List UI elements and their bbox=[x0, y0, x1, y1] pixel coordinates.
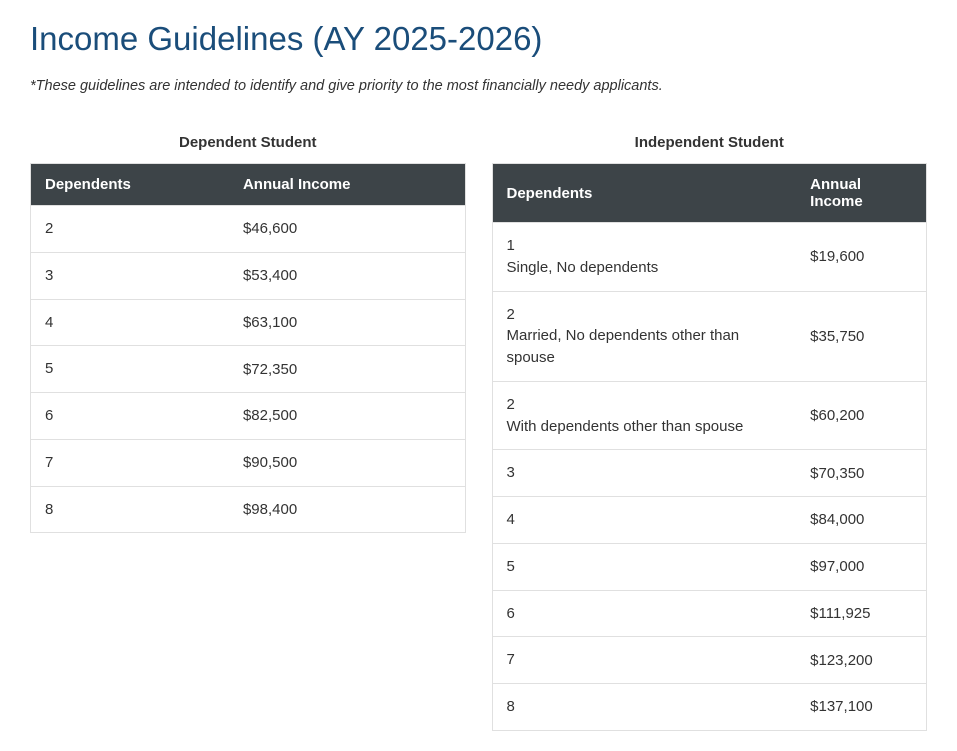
dependents-number: 8 bbox=[507, 696, 783, 718]
table-row: 1Single, No dependents$19,600 bbox=[492, 223, 927, 292]
table-row: 4 $84,000 bbox=[492, 497, 927, 544]
dependents-number: 1 bbox=[507, 235, 783, 257]
table-row: 6 $111,925 bbox=[492, 590, 927, 637]
dependents-cell: 6 bbox=[31, 393, 229, 440]
income-cell: $98,400 bbox=[229, 486, 465, 533]
dependents-cell: 6 bbox=[492, 590, 796, 637]
dependents-number: 4 bbox=[45, 312, 215, 334]
dependents-cell: 7 bbox=[492, 637, 796, 684]
dependents-cell: 5 bbox=[492, 543, 796, 590]
dependent-table: Dependents Annual Income 2 $46,600 3 $53,40… bbox=[30, 163, 466, 533]
dependents-number: 3 bbox=[507, 462, 783, 484]
dependents-number: 4 bbox=[507, 509, 783, 531]
independent-table: Dependents Annual Income 1Single, No dep… bbox=[492, 163, 928, 731]
independent-col-income: Annual Income bbox=[796, 164, 926, 223]
dependent-col-income: Annual Income bbox=[229, 164, 465, 206]
dependents-number: 2 bbox=[507, 304, 783, 326]
dependents-number: 2 bbox=[45, 218, 215, 240]
independent-table-block: Independent Student Dependents Annual In… bbox=[492, 134, 928, 731]
table-row: 2Married, No dependents other than spous… bbox=[492, 291, 927, 381]
income-cell: $84,000 bbox=[796, 497, 926, 544]
dependent-col-dependents: Dependents bbox=[31, 164, 229, 206]
table-row: 7 $123,200 bbox=[492, 637, 927, 684]
income-cell: $60,200 bbox=[796, 381, 926, 450]
dependents-description: Married, No dependents other than spouse bbox=[507, 325, 783, 369]
dependent-table-block: Dependent Student Dependents Annual Inco… bbox=[30, 134, 466, 533]
dependents-number: 6 bbox=[507, 603, 783, 625]
dependents-number: 5 bbox=[45, 358, 215, 380]
dependents-number: 6 bbox=[45, 405, 215, 427]
table-row: 8 $137,100 bbox=[492, 684, 927, 731]
dependents-cell: 4 bbox=[492, 497, 796, 544]
income-cell: $137,100 bbox=[796, 684, 926, 731]
income-cell: $90,500 bbox=[229, 439, 465, 486]
income-cell: $53,400 bbox=[229, 252, 465, 299]
income-cell: $123,200 bbox=[796, 637, 926, 684]
income-cell: $46,600 bbox=[229, 206, 465, 253]
independent-col-dependents: Dependents bbox=[492, 164, 796, 223]
dependents-number: 2 bbox=[507, 394, 783, 416]
table-row: 5 $97,000 bbox=[492, 543, 927, 590]
income-cell: $111,925 bbox=[796, 590, 926, 637]
table-row: 3 $70,350 bbox=[492, 450, 927, 497]
table-row: 6 $82,500 bbox=[31, 393, 466, 440]
dependents-cell: 2 bbox=[31, 206, 229, 253]
income-cell: $70,350 bbox=[796, 450, 926, 497]
income-cell: $19,600 bbox=[796, 223, 926, 292]
table-row: 2With dependents other than spouse$60,20… bbox=[492, 381, 927, 450]
dependents-number: 7 bbox=[45, 452, 215, 474]
income-cell: $97,000 bbox=[796, 543, 926, 590]
dependents-number: 5 bbox=[507, 556, 783, 578]
dependents-number: 8 bbox=[45, 499, 215, 521]
table-row: 4 $63,100 bbox=[31, 299, 466, 346]
dependents-cell: 2With dependents other than spouse bbox=[492, 381, 796, 450]
independent-caption: Independent Student bbox=[492, 134, 928, 151]
income-cell: $72,350 bbox=[229, 346, 465, 393]
subtitle-note: *These guidelines are intended to identi… bbox=[30, 78, 927, 94]
dependents-cell: 4 bbox=[31, 299, 229, 346]
dependents-cell: 5 bbox=[31, 346, 229, 393]
dependents-number: 3 bbox=[45, 265, 215, 287]
income-cell: $35,750 bbox=[796, 291, 926, 381]
dependent-caption: Dependent Student bbox=[30, 134, 466, 151]
dependents-cell: 3 bbox=[31, 252, 229, 299]
income-cell: $63,100 bbox=[229, 299, 465, 346]
table-row: 3 $53,400 bbox=[31, 252, 466, 299]
dependents-cell: 3 bbox=[492, 450, 796, 497]
dependents-number: 7 bbox=[507, 649, 783, 671]
dependents-cell: 7 bbox=[31, 439, 229, 486]
dependents-cell: 8 bbox=[492, 684, 796, 731]
dependents-cell: 1Single, No dependents bbox=[492, 223, 796, 292]
page-title: Income Guidelines (AY 2025-2026) bbox=[30, 20, 927, 58]
tables-container: Dependent Student Dependents Annual Inco… bbox=[30, 134, 927, 731]
table-row: 2 $46,600 bbox=[31, 206, 466, 253]
dependents-cell: 8 bbox=[31, 486, 229, 533]
table-row: 7 $90,500 bbox=[31, 439, 466, 486]
table-row: 8 $98,400 bbox=[31, 486, 466, 533]
income-cell: $82,500 bbox=[229, 393, 465, 440]
dependents-description: Single, No dependents bbox=[507, 257, 783, 279]
table-row: 5 $72,350 bbox=[31, 346, 466, 393]
dependents-cell: 2Married, No dependents other than spous… bbox=[492, 291, 796, 381]
dependents-description: With dependents other than spouse bbox=[507, 416, 783, 438]
